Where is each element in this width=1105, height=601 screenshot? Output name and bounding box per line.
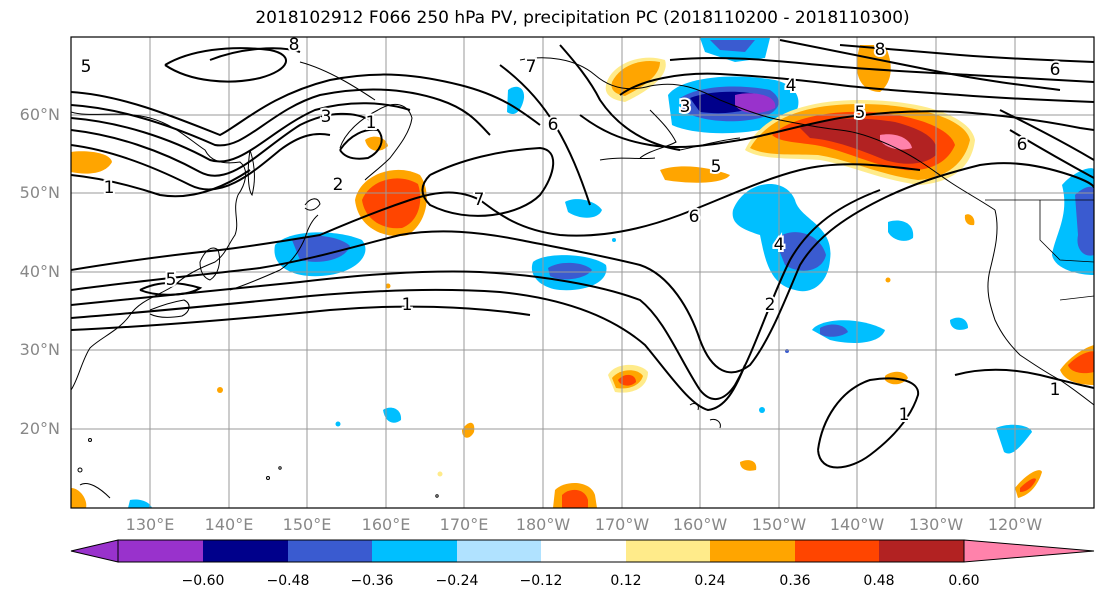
- lon-label-120w: 120°W: [987, 515, 1043, 534]
- lon-label-130e: 130°E: [125, 515, 175, 534]
- colorbar-bin: [118, 540, 203, 562]
- colorbar-tick-label: 0.36: [779, 573, 811, 589]
- colorbar-bin: [879, 540, 964, 562]
- lat-label-40n: 40°N: [19, 262, 60, 281]
- contour-label: 6: [1050, 60, 1061, 80]
- colorbar-extend-high: [963, 539, 1095, 563]
- contour-label: 1: [366, 113, 377, 133]
- map-frame: [70, 36, 1095, 509]
- contour-label: 2: [333, 175, 344, 195]
- colorbar-tick-label: −0.60: [181, 573, 225, 589]
- contour-label: 6: [689, 207, 700, 227]
- lon-label-170w: 170°W: [594, 515, 650, 534]
- colorbar-tick-label: 0.24: [694, 573, 726, 589]
- lat-label-50n: 50°N: [19, 183, 60, 202]
- lon-label-130w: 130°W: [908, 515, 964, 534]
- lat-label-30n: 30°N: [19, 340, 60, 359]
- lon-label-140e: 140°E: [204, 515, 254, 534]
- colorbar-outline: [117, 539, 965, 563]
- contour-label: 3: [321, 107, 332, 127]
- contour-label: 5: [855, 103, 866, 123]
- colorbar-tick-label: −0.12: [519, 573, 563, 589]
- contour-label: 4: [786, 76, 797, 96]
- map-title: 2018102912 F066 250 hPa PV, precipitatio…: [255, 8, 910, 28]
- lon-label-170e: 170°E: [439, 515, 489, 534]
- colorbar-bin: [288, 540, 372, 562]
- contour-label: 8: [875, 40, 886, 60]
- coastlines: [71, 57, 1094, 499]
- colorbar-bin: [710, 540, 795, 562]
- contour-label: 5: [81, 57, 92, 77]
- contour-labels: 8 5 3 1 2 7 6 4 5 6 7 6 8 1 5 1 2 4 1 1 …: [79, 35, 1063, 427]
- precip-shading-positive: [71, 45, 1094, 508]
- contour-label: 4: [774, 235, 785, 255]
- contour-label: 5: [166, 270, 177, 290]
- colorbar-tick-label: −0.24: [435, 573, 479, 589]
- pv-contours: [71, 39, 1094, 469]
- contour-label: 5: [711, 157, 722, 177]
- contour-label: 7: [474, 190, 485, 210]
- colorbar-tick-label: −0.36: [350, 573, 394, 589]
- contour-label: 1: [402, 295, 413, 315]
- contour-label: 8: [289, 35, 300, 55]
- contour-label: 3: [680, 97, 691, 117]
- contour-label: 2: [765, 295, 776, 315]
- lat-label-20n: 20°N: [19, 419, 60, 438]
- contour-label: 1: [104, 178, 115, 198]
- lon-label-180w: 180°W: [515, 515, 571, 534]
- lat-label-60n: 60°N: [19, 105, 60, 124]
- contour-label: 6: [1017, 135, 1028, 155]
- lon-label-150w: 150°W: [751, 515, 807, 534]
- colorbar-bin: [203, 540, 288, 562]
- colorbar: [70, 539, 1095, 563]
- lon-label-140w: 140°W: [829, 515, 885, 534]
- colorbar-bin: [457, 540, 541, 562]
- colorbar-tick-label: 0.12: [610, 573, 642, 589]
- colorbar-bin: [795, 540, 879, 562]
- colorbar-extend-low: [70, 539, 119, 563]
- contour-label: 1: [1050, 380, 1061, 400]
- colorbar-tick-label: −0.48: [266, 573, 310, 589]
- colorbar-tick-label: 0.48: [863, 573, 895, 589]
- colorbar-bin: [541, 540, 626, 562]
- contour-label: 1: [899, 405, 910, 425]
- colorbar-tick-label: 0.60: [948, 573, 980, 589]
- lon-label-150e: 150°E: [282, 515, 332, 534]
- colorbar-bin: [372, 540, 457, 562]
- lon-label-160e: 160°E: [361, 515, 411, 534]
- contour-label: 7: [526, 57, 537, 77]
- contour-label: 6: [548, 115, 559, 135]
- colorbar-bin: [626, 540, 710, 562]
- lon-label-160w: 160°W: [672, 515, 728, 534]
